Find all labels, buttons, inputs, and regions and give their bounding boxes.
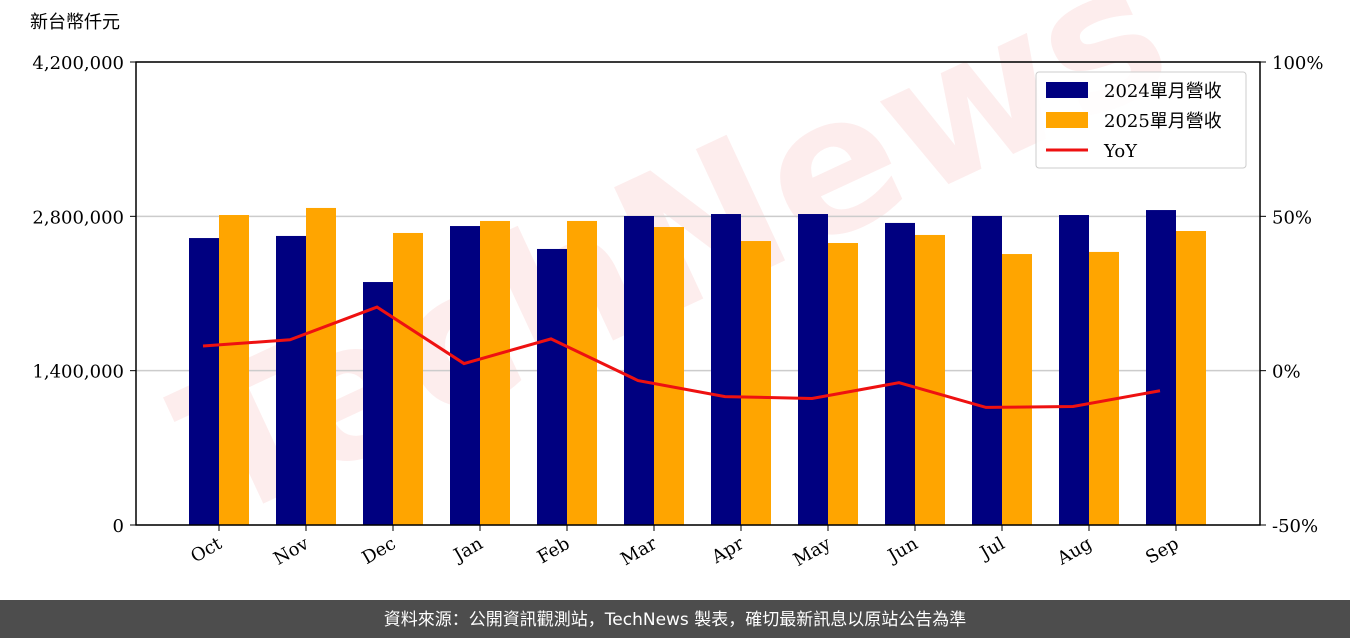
- x-tick-label: Dec: [359, 533, 400, 569]
- x-tick-label: Mar: [617, 533, 661, 570]
- bar: [1059, 215, 1089, 525]
- legend-swatch: [1046, 82, 1088, 98]
- bar: [915, 234, 945, 526]
- x-tick-label: Oct: [187, 533, 226, 568]
- bar: [1089, 251, 1119, 525]
- y2-tick-label: 100%: [1272, 53, 1323, 74]
- footer-text: 資料來源：公開資訊觀測站，TechNews 製表，確切最新訊息以原站公告為準: [384, 610, 966, 630]
- yoy-line: [202, 305, 1161, 409]
- plot-frame: [135, 61, 1261, 526]
- legend-label: 2024單月營收: [1104, 81, 1222, 102]
- legend-swatch: [1046, 112, 1088, 128]
- y-tick-label: 2,800,000: [32, 207, 124, 228]
- bar: [480, 220, 510, 526]
- x-tick-label: Aug: [1053, 533, 1096, 570]
- bar: [306, 207, 336, 525]
- x-tick-label: Feb: [534, 533, 574, 568]
- bar: [798, 214, 828, 526]
- bar: [567, 220, 597, 526]
- y2-tick-label: 0%: [1272, 362, 1301, 383]
- unit-label: 新台幣仟元: [30, 12, 120, 33]
- bar: [1146, 210, 1176, 526]
- bar: [537, 248, 567, 525]
- bar: [885, 222, 915, 525]
- legend-label: 2025單月營收: [1104, 111, 1222, 132]
- bar: [972, 216, 1002, 525]
- legend-box: [1035, 71, 1247, 169]
- bar: [393, 232, 423, 525]
- x-tick-label: Apr: [707, 533, 747, 568]
- bar: [189, 238, 219, 525]
- bar: [450, 226, 480, 525]
- x-tick-label: May: [790, 533, 835, 571]
- x-tick-label: Jul: [975, 533, 1009, 565]
- y2-tick-label: -50%: [1272, 516, 1318, 537]
- bar: [1002, 254, 1032, 525]
- bar: [1176, 230, 1206, 525]
- bar: [624, 216, 654, 525]
- bar: [741, 241, 771, 525]
- x-tick-label: Sep: [1142, 533, 1182, 568]
- bar: [711, 214, 741, 526]
- x-tick-label: Jun: [883, 533, 922, 568]
- y-tick-label: 4,200,000: [32, 53, 124, 74]
- y2-tick-label: 50%: [1272, 207, 1312, 228]
- bar: [363, 282, 393, 525]
- bar: [654, 227, 684, 525]
- footer-bar: [0, 600, 1350, 638]
- legend-label: YoY: [1103, 141, 1138, 162]
- bar: [219, 215, 249, 525]
- bar: [828, 243, 858, 525]
- y-tick-label: 1,400,000: [32, 362, 124, 383]
- y-tick-label: 0: [113, 516, 124, 537]
- bar: [276, 235, 306, 525]
- x-tick-label: Jan: [449, 533, 487, 567]
